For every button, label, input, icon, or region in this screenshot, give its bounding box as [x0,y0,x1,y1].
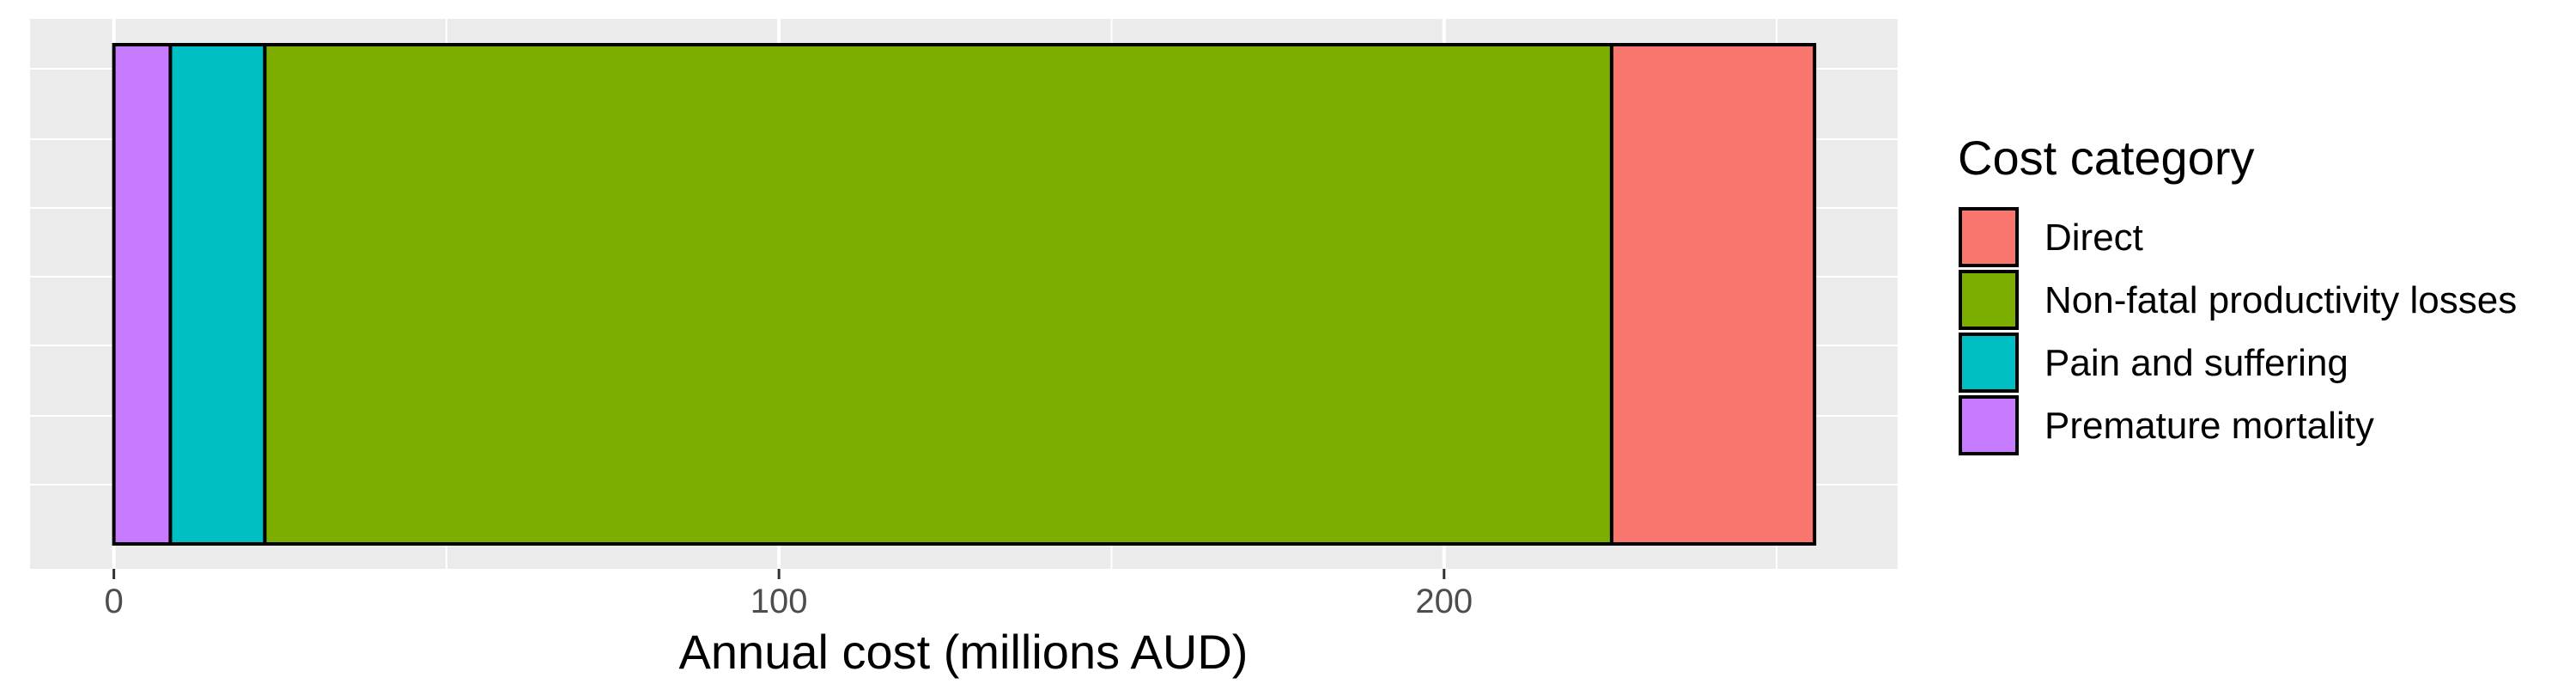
x-tick-label: 100 [750,583,808,620]
x-tick-label: 200 [1415,583,1473,620]
bar-segment-pain-and-suffering [168,43,267,546]
legend-label: Pain and suffering [2044,342,2348,384]
bar-segment-premature-mortality [112,43,173,546]
bar-segment-direct [1609,43,1817,546]
bar-segment-non-fatal-productivity-losses [263,43,1613,546]
legend-title: Cost category [1958,131,2255,185]
x-tick-label: 0 [104,583,123,620]
x-axis-title: Annual cost (millions AUD) [679,625,1249,679]
legend: Cost category Direct Non-fatal productivi… [1958,131,2517,455]
legend-key-non-fatal-productivity-losses [1959,270,2019,330]
legend-key-premature-mortality [1959,395,2019,455]
legend-key-pain-and-suffering [1959,333,2019,393]
stacked-bar [112,43,1817,546]
legend-label: Premature mortality [2044,405,2374,447]
x-axis-ticks: 0 100 200 [104,569,1473,620]
legend-label: Direct [2044,217,2143,259]
legend-key-direct [1959,207,2019,267]
legend-label: Non-fatal productivity losses [2044,279,2517,321]
